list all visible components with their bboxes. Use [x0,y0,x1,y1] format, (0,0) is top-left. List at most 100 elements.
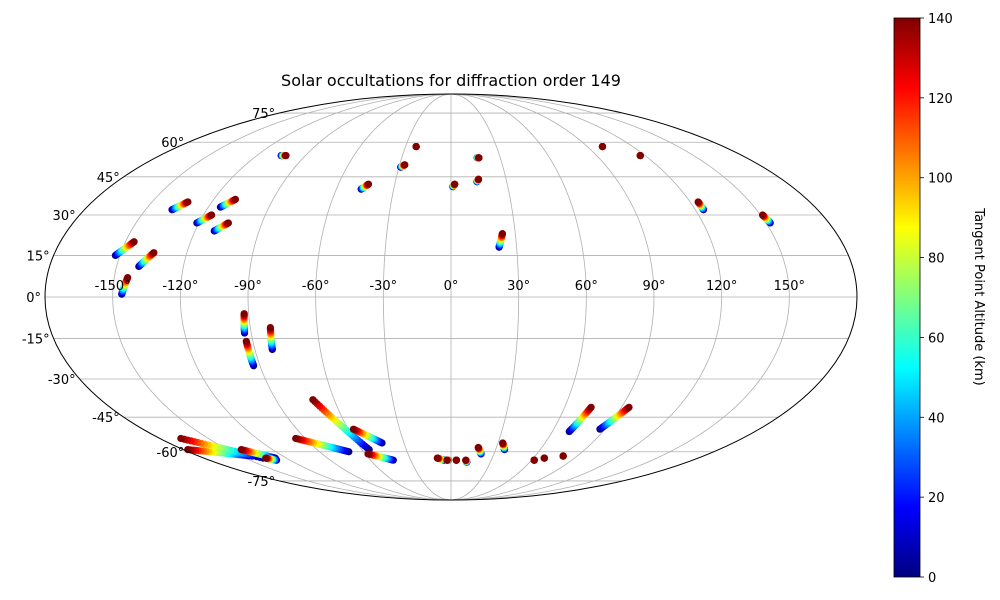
occultation-track [462,456,471,466]
occultation-track [357,180,373,193]
data-point [150,249,158,257]
data-point [364,180,373,188]
data-point [262,454,270,462]
occultation-track [118,273,132,298]
colorbar-tick-label: 100 [928,172,953,187]
colorbar-tick-label: 140 [928,12,953,27]
lon-tick-label: 30° [507,279,530,294]
occultation-track [262,454,281,464]
occultation-track [495,230,507,251]
data-point [292,434,300,443]
data-point [231,195,240,203]
data-point [224,219,232,227]
occultation-track [540,454,548,462]
lon-tick-label: -60° [302,279,330,294]
colorbar-label: Tangent Point Altitude (km) [971,207,986,385]
lat-tick-label: -30° [48,373,76,388]
occultation-track [240,310,249,337]
lon-tick-label: 120° [706,279,737,294]
data-point [433,454,441,462]
data-point [530,456,538,464]
lat-tick-label: -45° [92,411,120,426]
data-point [540,454,548,462]
lat-tick-label: 75° [252,107,275,122]
data-point [462,456,470,464]
data-point [266,323,274,332]
data-point [237,446,245,454]
lat-tick-label: -15° [22,333,50,348]
colorbar-tick-label: 120 [928,92,953,107]
data-point [208,211,216,219]
occultation-track [559,452,567,460]
occultation-track [111,238,138,260]
occultation-track [193,211,216,227]
occultation-track [210,219,232,235]
lon-tick-label: 0° [444,279,459,294]
colorbar-tick-label: 40 [928,411,945,426]
data-point [474,443,482,452]
occultation-track [135,249,158,271]
occultation-track [266,323,276,354]
occultation-track [530,456,538,464]
data-point [412,142,420,151]
data-point [443,456,451,464]
colorbar-tick-label: 80 [928,252,945,267]
lon-tick-label: -150° [95,279,131,294]
occultation-track [565,403,595,436]
lon-gridline [450,93,655,501]
data-point [124,273,132,282]
occultation-track [349,425,386,447]
lat-tick-labels: 75° 60° 45° 30° 15° 0° -15° -30° -45° -60° -75° [22,107,275,490]
occultation-track [242,337,258,370]
lon-tick-label: -120° [162,279,198,294]
data-point [587,403,595,411]
occultation-track [443,456,452,464]
colorbar-tick-label: 20 [928,491,945,506]
lon-gridline [450,93,520,501]
lon-gridline [247,93,452,501]
occultation-track [694,198,708,214]
occultation-track [168,198,192,214]
plot-area: -150° -120° -90° -60° -30° 0° 30° 60° 90° 120° 150… [22,93,858,501]
lon-gridline [315,93,452,501]
occultation-track [499,439,509,454]
occultation-track [473,175,483,186]
occultation-track [292,434,353,456]
colorbar-ticks: 0 20 40 60 80 100 120 140 [920,12,953,586]
occultation-track [216,195,240,211]
data-point [364,450,372,458]
occultation-track [636,151,644,160]
data-point [499,439,507,447]
data-point [401,161,409,169]
colorbar-gradient [893,17,921,578]
grid [45,93,857,501]
data-point [475,154,483,162]
occultation-track [758,211,774,227]
data-point [451,180,459,188]
colorbar-tick-label: 0 [928,571,936,586]
lon-tick-label: 60° [575,279,598,294]
data-point [177,434,185,443]
lon-gridline [450,93,790,501]
lat-tick-label: 45° [97,171,120,186]
data-point [242,337,250,345]
lon-gridline [450,93,587,501]
data-point [130,238,138,246]
lat-tick-label: 0° [26,291,41,306]
occultation-track [474,443,485,458]
lat-tick-label: 60° [161,136,184,151]
data-point [625,403,633,411]
occultation-track [596,403,633,433]
data-point [474,175,483,183]
data-point [452,456,460,464]
lon-tick-label: -90° [234,279,262,294]
occultation-track [598,142,607,151]
data-point [240,310,248,318]
occultation-track [473,154,483,162]
data-point [636,151,644,160]
data-point [184,446,192,454]
lon-gridline [450,93,723,501]
data-point [282,151,290,160]
lat-tick-label: 15° [27,249,50,264]
